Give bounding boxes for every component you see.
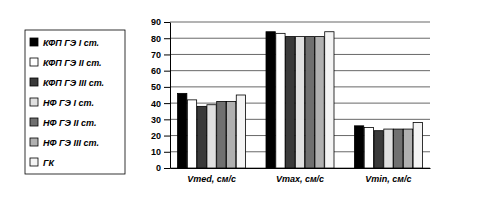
bar [197,106,206,168]
grid-line [170,22,430,23]
legend-item: НФ ГЭ II ст. [30,118,96,128]
tick-mark [164,103,170,104]
legend-item: НФ ГЭ III ст. [30,138,99,148]
bar [226,101,235,168]
legend-swatch [30,118,38,126]
x-axis: Vmed, см/с Vmax, см/с Vmin, см/с [171,168,431,184]
bar [276,33,285,168]
y-axis: 0 10 20 30 40 50 60 70 80 90 [151,17,171,173]
tick: 90 [151,17,170,27]
tick: 10 [151,147,170,157]
tick-label: Vmed, см/с [187,174,236,184]
bar [217,101,226,168]
bar [295,37,304,168]
tick: 0 [156,163,170,173]
tick-label: 80 [151,34,161,44]
legend-label: НФ ГЭ III ст. [43,138,99,148]
tick-mark [164,152,170,153]
bar [325,32,334,168]
tick-label: 0 [156,163,161,173]
legend-item: КФП ГЭ I ст. [30,38,99,48]
tick: Vmin, см/с [365,168,411,184]
legend-label: НФ ГЭ I ст. [43,98,94,108]
tick-label: Vmax, см/с [276,174,324,184]
bar-series [226,37,412,168]
bar [384,129,393,168]
bar-series [207,37,393,168]
tick-mark [164,22,170,23]
bar [286,37,295,168]
legend-swatch [30,138,38,146]
legend-swatch [30,58,38,66]
bars [178,32,423,168]
bar-series [236,32,422,168]
tick-mark [164,119,170,120]
tick: 70 [151,50,170,60]
tick: Vmed, см/с [187,168,236,184]
tick-label: 90 [151,17,161,27]
bar-series [217,37,403,168]
bar [305,37,314,168]
bar [266,32,275,168]
tick-label: 40 [151,98,161,108]
bar-series [187,33,373,168]
legend-item: НФ ГЭ I ст. [30,98,94,108]
legend-label: КФП ГЭ I ст. [43,38,99,48]
legend-label: НФ ГЭ II ст. [43,118,96,128]
bar [178,93,187,168]
bar [354,126,363,168]
axis-line [170,23,171,169]
tick-label: 60 [151,66,161,76]
axis-line [171,168,431,169]
legend: КФП ГЭ I ст. КФП ГЭ II ст. КФП ГЭ III ст. Н… [25,30,125,174]
bar [403,129,412,168]
legend-item: КФП ГЭ III ст. [30,78,104,88]
tick: 50 [151,82,170,92]
legend-item: КФП ГЭ II ст. [30,58,102,68]
tick: 40 [151,98,170,108]
tick: 80 [151,34,170,44]
tick: 20 [151,131,170,141]
bar [394,129,403,168]
legend-swatch [30,98,38,106]
tick-label: 10 [151,147,161,157]
tick-label: 70 [151,50,161,60]
legend-box [25,30,125,174]
bar [207,105,216,168]
legend-label: КФП ГЭ III ст. [43,78,104,88]
tick: 60 [151,66,170,76]
tick: 30 [151,115,170,125]
tick-mark [164,87,170,88]
bar [315,37,324,168]
tick: Vmax, см/с [276,168,324,184]
plot: 0102030405060708090Vmed, см/сVmax, см/сV… [151,17,431,184]
tick-mark [164,136,170,137]
legend-item: ГК [30,158,56,168]
grid [170,22,430,168]
bar-series [178,32,364,168]
bar [364,127,373,168]
tick-mark [164,168,170,169]
bar [413,123,422,168]
legend-label: ГК [43,158,56,168]
legend-swatch [30,78,38,86]
bar [187,100,196,168]
chart: 0102030405060708090Vmed, см/сVmax, см/сV… [0,0,500,200]
tick-label: 20 [151,131,161,141]
tick-label: Vmin, см/с [365,174,411,184]
legend-swatch [30,158,38,166]
tick-mark [164,71,170,72]
tick-label: 50 [151,82,161,92]
bar-series [197,37,383,168]
bar [236,95,245,168]
tick-label: 30 [151,115,161,125]
tick-mark [164,54,170,55]
legend-label: КФП ГЭ II ст. [43,58,102,68]
legend-swatch [30,38,38,46]
bar [374,131,383,168]
tick-mark [164,38,170,39]
